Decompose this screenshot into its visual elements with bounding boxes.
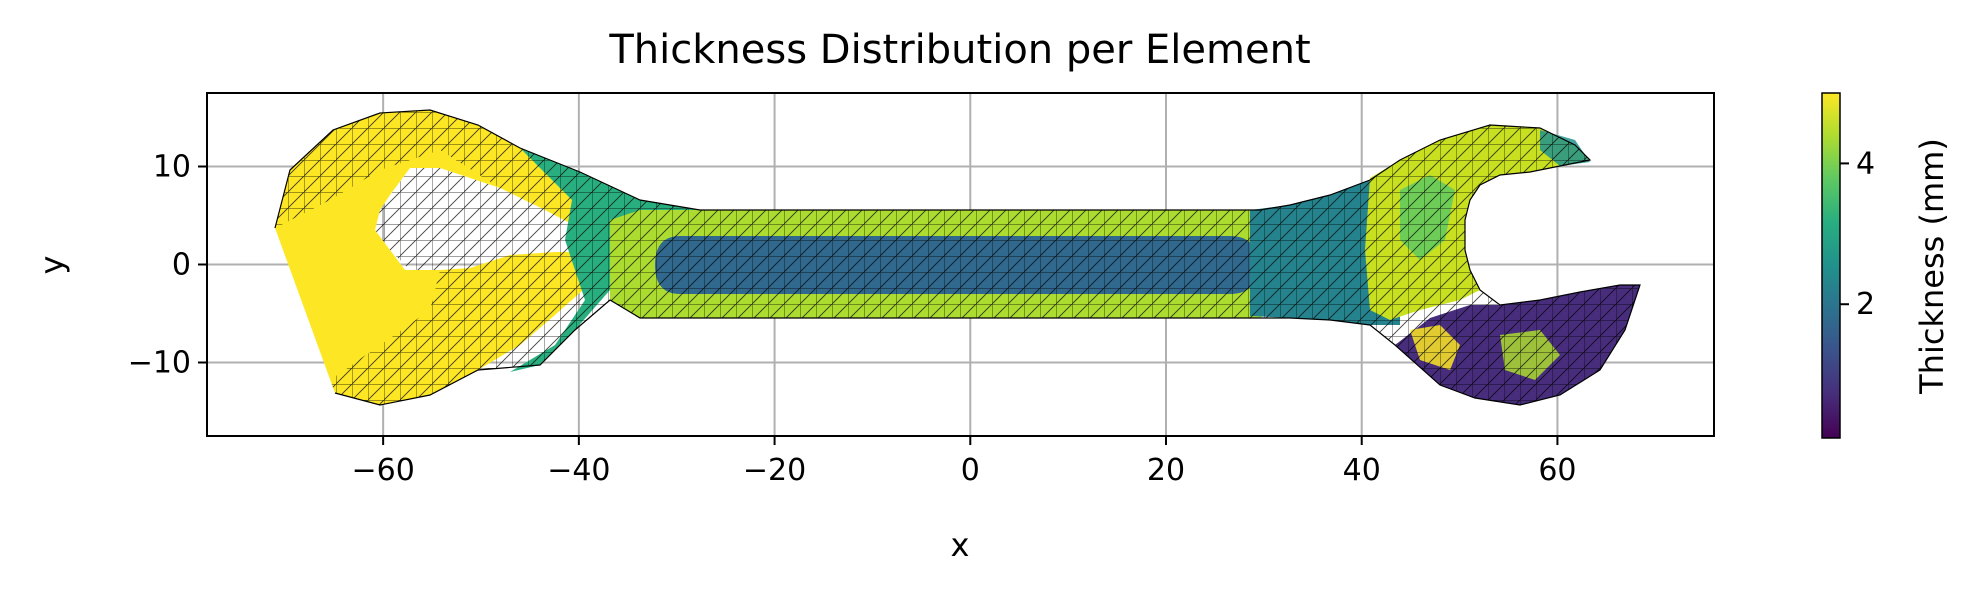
wrench-outline — [274, 109, 1641, 406]
chart-title: Thickness Distribution per Element — [608, 27, 1310, 73]
x-tick-label: −60 — [351, 453, 414, 488]
colorbar-tick-label: 2 — [1856, 287, 1875, 322]
x-tick-label: 0 — [961, 453, 980, 488]
x-axis-label: x — [951, 526, 970, 564]
x-tick-label: 20 — [1147, 453, 1185, 488]
colorbar-label: Thickness (mm) — [1913, 138, 1951, 395]
y-tick-label: 0 — [172, 248, 191, 283]
colorbar-tick-label: 4 — [1856, 146, 1875, 181]
y-axis-label: y — [33, 256, 71, 275]
y-axis-ticks: 10 0 −10 — [128, 150, 207, 381]
x-tick-label: −40 — [547, 453, 610, 488]
x-tick-label: 40 — [1343, 453, 1381, 488]
x-tick-label: −20 — [743, 453, 806, 488]
y-tick-label: −10 — [128, 346, 191, 381]
colorbar-gradient — [1821, 92, 1841, 439]
mesh-overlay — [275, 110, 1640, 405]
y-tick-label: 10 — [153, 150, 191, 185]
x-axis-ticks: −60 −40 −20 0 20 40 60 — [351, 436, 1577, 488]
colorbar: 24 Thickness (mm) — [1821, 92, 1951, 439]
wrench-mesh — [274, 109, 1641, 406]
x-tick-label: 60 — [1538, 453, 1576, 488]
colorbar-ticks: 24 — [1840, 146, 1875, 322]
plot-area: −60 −40 −20 0 20 40 60 10 0 −10 — [128, 92, 1715, 488]
